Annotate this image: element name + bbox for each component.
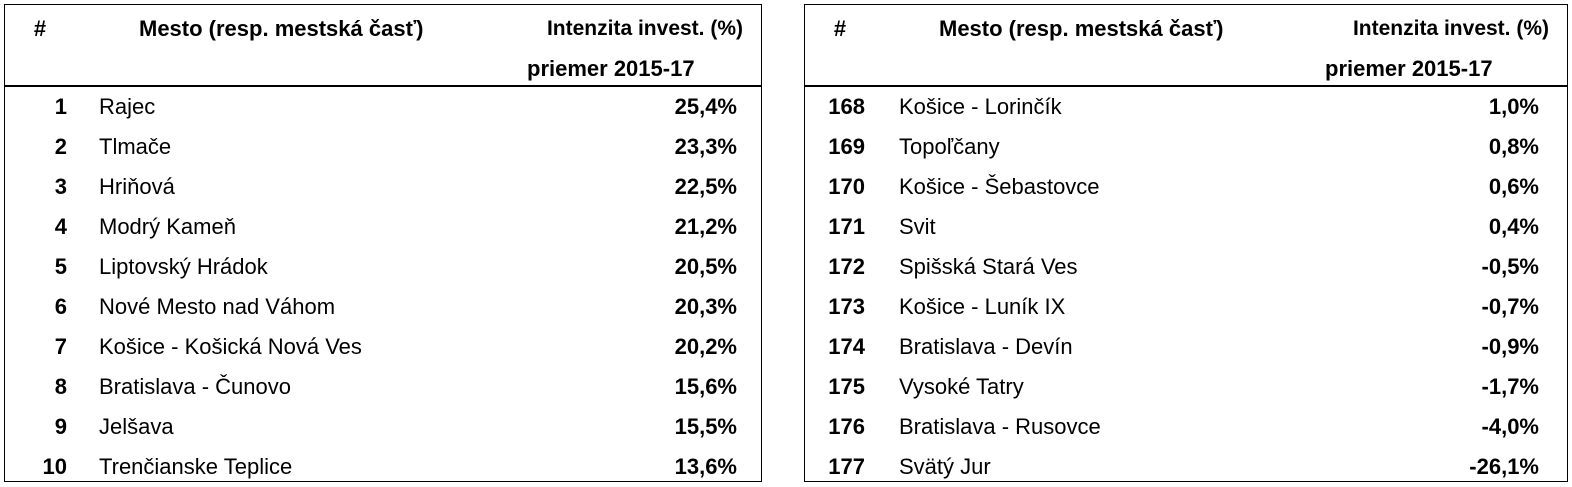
rank-cell: 9 bbox=[54, 414, 67, 439]
table-row: 6 Nové Mesto nad Váhom 20,3% bbox=[5, 287, 761, 327]
city-cell: Bratislava - Čunovo bbox=[99, 374, 291, 399]
city-cell: Bratislava - Devín bbox=[899, 334, 1073, 359]
value-cell: 25,4% bbox=[674, 94, 737, 119]
rank-cell: 8 bbox=[54, 374, 67, 399]
value-cell: 15,5% bbox=[674, 414, 737, 439]
city-cell: Hriňová bbox=[99, 174, 175, 199]
table-row: 5 Liptovský Hrádok 20,5% bbox=[5, 247, 761, 287]
table-row: 172 Spišská Stará Ves -0,5% bbox=[805, 247, 1567, 287]
value-cell: 15,6% bbox=[674, 374, 737, 399]
value-cell: 22,5% bbox=[674, 174, 737, 199]
value-cell: 23,3% bbox=[674, 134, 737, 159]
city-cell: Košice - Luník IX bbox=[899, 294, 1066, 319]
rank-cell: 171 bbox=[828, 214, 865, 239]
rank-cell: 176 bbox=[828, 414, 865, 439]
value-cell: 1,0% bbox=[1488, 94, 1539, 119]
table-row: 174 Bratislava - Devín -0,9% bbox=[805, 327, 1567, 367]
value-cell: 20,2% bbox=[674, 334, 737, 359]
city-cell: Bratislava - Rusovce bbox=[899, 414, 1101, 439]
header-rank: # bbox=[33, 16, 47, 41]
city-cell: Modrý Kameň bbox=[99, 214, 236, 239]
value-cell: 0,4% bbox=[1488, 214, 1539, 239]
value-cell: -1,7% bbox=[1481, 374, 1539, 399]
value-cell: -0,5% bbox=[1481, 254, 1539, 279]
city-cell: Košice - Šebastovce bbox=[899, 174, 1100, 199]
city-cell: Trenčianske Teplice bbox=[99, 454, 293, 479]
header-city: Mesto (resp. mestská časť) bbox=[939, 16, 1224, 41]
header-rank: # bbox=[833, 16, 847, 41]
rank-cell: 175 bbox=[828, 374, 865, 399]
table-row: 171 Svit 0,4% bbox=[805, 207, 1567, 247]
city-cell: Liptovský Hrádok bbox=[99, 254, 268, 279]
table-row: 3 Hriňová 22,5% bbox=[5, 167, 761, 207]
header-intensity: Intenzita invest. (%) bbox=[546, 17, 743, 40]
value-cell: 0,8% bbox=[1488, 134, 1539, 159]
table-header: # Mesto (resp. mestská časť) Intenzita i… bbox=[805, 5, 1567, 87]
header-intensity-period: priemer 2015-17 bbox=[527, 56, 695, 81]
table-row: 168 Košice - Lorinčík 1,0% bbox=[805, 87, 1567, 127]
table-row: 2 Tlmače 23,3% bbox=[5, 127, 761, 167]
rank-cell: 168 bbox=[828, 94, 865, 119]
table-row: 4 Modrý Kameň 21,2% bbox=[5, 207, 761, 247]
city-cell: Vysoké Tatry bbox=[899, 374, 1024, 399]
value-cell: -26,1% bbox=[1469, 454, 1539, 479]
table-row: 10 Trenčianske Teplice 13,6% bbox=[5, 447, 761, 487]
value-cell: 20,3% bbox=[674, 294, 737, 319]
value-cell: 0,6% bbox=[1488, 174, 1539, 199]
table-body: 168 Košice - Lorinčík 1,0% 169 Topoľčany… bbox=[805, 87, 1567, 487]
rank-cell: 173 bbox=[828, 294, 865, 319]
table-row: 9 Jelšava 15,5% bbox=[5, 407, 761, 447]
table-row: 176 Bratislava - Rusovce -4,0% bbox=[805, 407, 1567, 447]
rank-cell: 2 bbox=[54, 134, 67, 159]
rank-cell: 10 bbox=[42, 454, 67, 479]
table-row: 170 Košice - Šebastovce 0,6% bbox=[805, 167, 1567, 207]
rank-cell: 3 bbox=[54, 174, 67, 199]
table-row: 7 Košice - Košická Nová Ves 20,2% bbox=[5, 327, 761, 367]
city-cell: Košice - Lorinčík bbox=[899, 94, 1062, 119]
rank-cell: 170 bbox=[828, 174, 865, 199]
rank-cell: 7 bbox=[54, 334, 67, 359]
city-cell: Nové Mesto nad Váhom bbox=[99, 294, 336, 319]
table-row: 175 Vysoké Tatry -1,7% bbox=[805, 367, 1567, 407]
value-cell: -4,0% bbox=[1481, 414, 1539, 439]
header-intensity-period: priemer 2015-17 bbox=[1325, 56, 1493, 81]
rank-cell: 1 bbox=[54, 94, 67, 119]
value-cell: 21,2% bbox=[674, 214, 737, 239]
city-cell: Svätý Jur bbox=[899, 454, 991, 479]
city-cell: Rajec bbox=[99, 94, 156, 119]
table-row: 177 Svätý Jur -26,1% bbox=[805, 447, 1567, 487]
header-city: Mesto (resp. mestská časť) bbox=[139, 16, 424, 41]
value-cell: -0,9% bbox=[1481, 334, 1539, 359]
city-cell: Tlmače bbox=[99, 134, 172, 159]
ranking-table-bottom: # Mesto (resp. mestská časť) Intenzita i… bbox=[804, 4, 1568, 482]
ranking-table-top: # Mesto (resp. mestská časť) Intenzita i… bbox=[4, 4, 762, 482]
city-cell: Svit bbox=[899, 214, 936, 239]
value-cell: -0,7% bbox=[1481, 294, 1539, 319]
rank-cell: 5 bbox=[54, 254, 67, 279]
rank-cell: 172 bbox=[828, 254, 865, 279]
value-cell: 20,5% bbox=[674, 254, 737, 279]
table-body: 1 Rajec 25,4% 2 Tlmače 23,3% 3 Hriňová 2… bbox=[5, 87, 761, 487]
table-row: 173 Košice - Luník IX -0,7% bbox=[805, 287, 1567, 327]
value-cell: 13,6% bbox=[674, 454, 737, 479]
rank-cell: 4 bbox=[54, 214, 67, 239]
rank-cell: 174 bbox=[828, 334, 865, 359]
city-cell: Košice - Košická Nová Ves bbox=[99, 334, 362, 359]
table-row: 8 Bratislava - Čunovo 15,6% bbox=[5, 367, 761, 407]
rank-cell: 6 bbox=[54, 294, 67, 319]
table-row: 169 Topoľčany 0,8% bbox=[805, 127, 1567, 167]
rank-cell: 177 bbox=[828, 454, 865, 479]
city-cell: Jelšava bbox=[99, 414, 174, 439]
header-intensity: Intenzita invest. (%) bbox=[1352, 17, 1549, 40]
table-header: # Mesto (resp. mestská časť) Intenzita i… bbox=[5, 5, 761, 87]
rank-cell: 169 bbox=[828, 134, 865, 159]
city-cell: Spišská Stará Ves bbox=[899, 254, 1078, 279]
city-cell: Topoľčany bbox=[899, 134, 1000, 159]
table-row: 1 Rajec 25,4% bbox=[5, 87, 761, 127]
